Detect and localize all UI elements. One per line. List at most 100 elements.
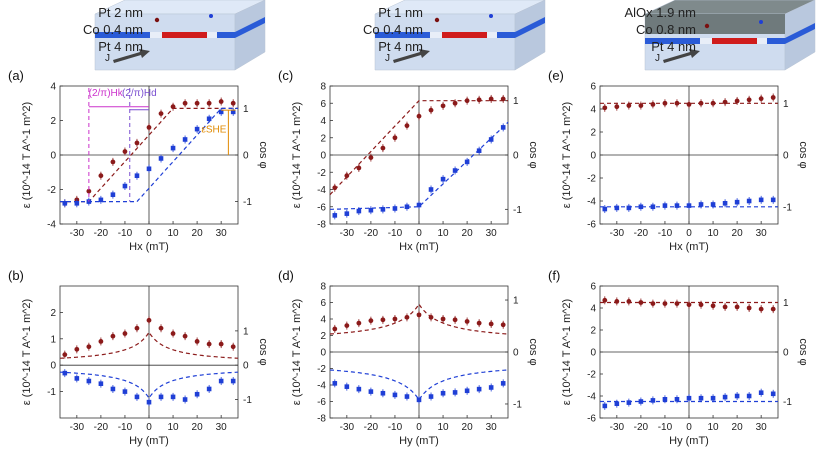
x-tick-label: 0 — [686, 228, 692, 239]
x-tick-label: 20 — [462, 422, 474, 433]
data-point-up — [746, 305, 752, 311]
x-tick-label: -10 — [388, 422, 403, 433]
y2-tick-label: 0 — [243, 151, 249, 162]
data-point-down — [62, 370, 68, 376]
panel-label: (a) — [8, 68, 24, 83]
data-point-down — [158, 156, 164, 161]
x-tick-label: 20 — [732, 422, 744, 433]
data-point-up — [746, 97, 752, 103]
data-point-down — [674, 203, 680, 208]
data-point-up — [380, 317, 386, 323]
data-point-down — [122, 183, 128, 189]
data-point-down — [356, 386, 362, 392]
data-point-up — [158, 111, 164, 116]
data-point-up — [758, 96, 764, 102]
current-arrow-icon — [113, 49, 150, 63]
data-point-down — [758, 390, 764, 395]
data-point-up — [722, 304, 728, 310]
data-point-down — [146, 399, 152, 405]
oxide-cap — [645, 14, 785, 34]
data-point-down — [206, 116, 212, 122]
data-point-down — [638, 399, 644, 404]
domain-down-left — [645, 38, 700, 44]
domain-wall-left — [430, 32, 442, 38]
domain-side — [235, 17, 265, 38]
current-label: J — [385, 53, 390, 64]
y-tick-label: -2 — [317, 168, 326, 179]
y2-tick-label: -1 — [243, 395, 252, 406]
data-point-up — [416, 113, 422, 119]
data-point-up — [332, 326, 338, 332]
current-arrow-icon — [663, 49, 700, 63]
data-point-up — [758, 306, 764, 312]
data-point-up — [770, 95, 776, 100]
x-tick-label: 30 — [756, 228, 768, 239]
sample-3: J AlOx 1.9 nm Co 0.8 nm Pt 4 nm — [624, 0, 816, 71]
data-point-down — [146, 166, 152, 172]
y-tick-label: 1 — [50, 334, 56, 345]
x-tick-label: 20 — [192, 422, 204, 433]
data-point-up — [698, 100, 704, 106]
data-point-up — [686, 102, 692, 107]
data-point-down — [428, 187, 434, 192]
y-tick-label: 0 — [590, 151, 596, 162]
y2-axis-label: cos φ — [257, 141, 269, 168]
data-point-up — [614, 104, 620, 110]
y-axis-label: ε (10^-14 T A^-1 m^2) — [561, 102, 573, 208]
x-tick-label: 30 — [216, 228, 228, 239]
panel-label: (f) — [548, 268, 560, 283]
x-tick-label: 10 — [707, 422, 719, 433]
x-tick-label: 10 — [437, 422, 449, 433]
data-point-down — [500, 381, 506, 386]
y-axis-label: ε (10^-14 T A^-1 m^2) — [21, 299, 33, 405]
data-point-up — [710, 100, 716, 106]
dw-dot-right — [759, 20, 763, 24]
data-point-up — [230, 100, 236, 106]
domain-side — [515, 17, 545, 38]
domain-wall-right — [757, 38, 767, 44]
data-point-up — [650, 301, 656, 306]
data-point-down — [230, 109, 236, 115]
data-point-down — [62, 201, 68, 206]
data-point-down — [440, 176, 446, 182]
data-point-up — [194, 100, 200, 106]
x-tick-label: -20 — [94, 228, 109, 239]
x-tick-label: -10 — [118, 422, 133, 433]
y2-tick-label: 0 — [783, 348, 789, 359]
layer-label-2: Co 0.4 nm — [83, 22, 143, 37]
data-point-down — [626, 400, 632, 405]
sample-1: J Pt 2 nm Co 0.4 nm Pt 4 nm — [83, 0, 266, 71]
data-point-down — [686, 203, 692, 208]
y-axis-label: ε (10^-14 T A^-1 m^2) — [291, 102, 303, 208]
x-tick-label: 10 — [437, 228, 449, 239]
y-tick-label: -6 — [587, 414, 596, 425]
x-tick-label: -30 — [610, 228, 625, 239]
y-tick-label: -8 — [317, 414, 326, 425]
data-point-up — [440, 316, 446, 322]
data-point-down — [722, 201, 728, 206]
data-point-up — [626, 103, 632, 108]
data-point-down — [614, 205, 620, 211]
x-tick-label: 0 — [686, 422, 692, 433]
data-point-up — [158, 325, 164, 331]
data-point-up — [416, 312, 422, 318]
y-tick-label: -6 — [317, 397, 326, 408]
x-tick-label: -10 — [658, 422, 673, 433]
data-point-up — [734, 98, 740, 104]
data-point-up — [146, 125, 152, 130]
data-point-up — [86, 188, 92, 194]
y2-tick-label: 1 — [243, 326, 249, 337]
data-point-down — [380, 207, 386, 212]
layer-label-2: Co 0.4 nm — [363, 22, 423, 37]
data-point-up — [770, 306, 776, 312]
data-point-up — [452, 317, 458, 323]
domain-down-right — [767, 38, 785, 44]
y2-tick-label: 1 — [513, 96, 519, 107]
y2-axis-label: cos φ — [797, 141, 809, 168]
data-point-up — [488, 321, 494, 327]
y2-axis-label: cos φ — [527, 141, 539, 168]
domain-down-right — [217, 32, 235, 38]
y-tick-label: 2 — [320, 133, 326, 144]
